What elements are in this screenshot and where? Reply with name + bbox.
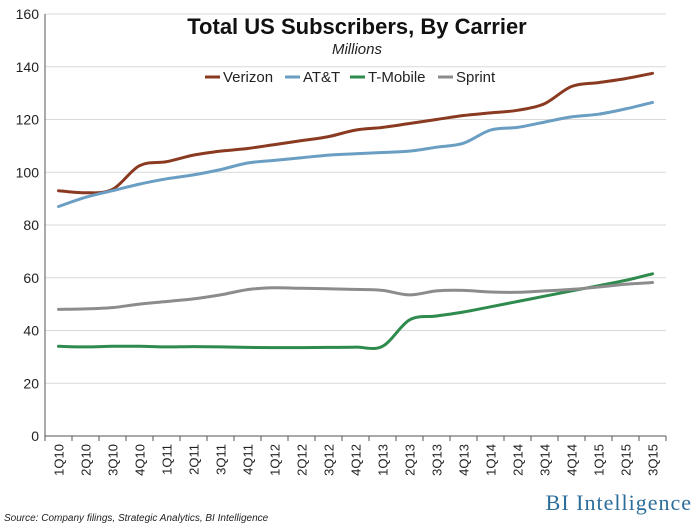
legend-label-tmobile: T-Mobile [368,69,426,86]
series-line-sprint [57,281,654,311]
y-tick-label-140: 140 [16,59,40,75]
y-axis-ticks: 0 20 40 60 80 100 120 140 160 [16,6,40,444]
x-tick-label-1Q10: 1Q10 [52,444,67,476]
legend-label-sprint: Sprint [456,69,496,86]
y-tick-label-40: 40 [23,323,39,339]
x-tick-label-4Q14: 4Q14 [565,444,580,476]
x-tick-label-2Q14: 2Q14 [511,444,526,476]
x-axis-ticks: 1Q10 2Q10 3Q10 4Q10 1Q11 2Q11 3Q11 4Q11 1Q12 2Q12… [44,436,667,476]
brand-logo: BI Intelligence [546,490,692,515]
x-tick-label-1Q15: 1Q15 [592,444,607,476]
legend-label-verizon: Verizon [223,69,273,86]
x-tick-label-4Q10: 4Q10 [133,444,148,476]
y-tick-label-20: 20 [23,375,39,391]
x-tick-label-1Q14: 1Q14 [484,444,499,476]
source-note: Source: Company filings, Strategic Analy… [4,513,269,524]
x-tick-label-1Q13: 1Q13 [376,444,391,476]
y-tick-label-160: 160 [16,6,40,22]
series-line-tmobile [57,272,654,351]
x-tick-label-3Q11: 3Q11 [214,444,229,475]
legend-label-att: AT&T [303,69,340,86]
x-tick-label-2Q11: 2Q11 [187,444,202,475]
y-tick-label-0: 0 [31,428,39,444]
series-line-verizon [57,71,654,195]
chart-title: Total US Subscribers, By Carrier [187,14,527,39]
x-tick-label-4Q11: 4Q11 [241,444,256,475]
x-tick-label-3Q14: 3Q14 [538,444,553,476]
y-tick-label-80: 80 [23,217,39,233]
series-line-att [57,100,654,208]
x-tick-label-1Q11: 1Q11 [160,444,175,475]
x-tick-label-4Q13: 4Q13 [457,444,472,476]
x-tick-label-4Q12: 4Q12 [349,444,364,476]
gridlines [45,13,666,384]
x-tick-label-1Q12: 1Q12 [268,444,283,476]
x-tick-label-3Q13: 3Q13 [430,444,445,476]
x-tick-label-3Q10: 3Q10 [106,444,121,476]
x-tick-label-2Q13: 2Q13 [403,444,418,476]
x-tick-label-2Q12: 2Q12 [295,444,310,476]
series-lines [57,71,654,351]
x-tick-label-3Q15: 3Q15 [646,444,661,476]
legend: Verizon AT&T T-Mobile Sprint [205,69,496,86]
y-tick-label-120: 120 [16,112,40,128]
y-tick-label-100: 100 [16,164,40,180]
x-tick-label-2Q15: 2Q15 [619,444,634,476]
x-tick-label-2Q10: 2Q10 [79,444,94,476]
chart-subtitle: Millions [332,41,383,58]
axes [44,14,666,437]
x-tick-label-3Q12: 3Q12 [322,444,337,476]
y-tick-label-60: 60 [23,270,39,286]
